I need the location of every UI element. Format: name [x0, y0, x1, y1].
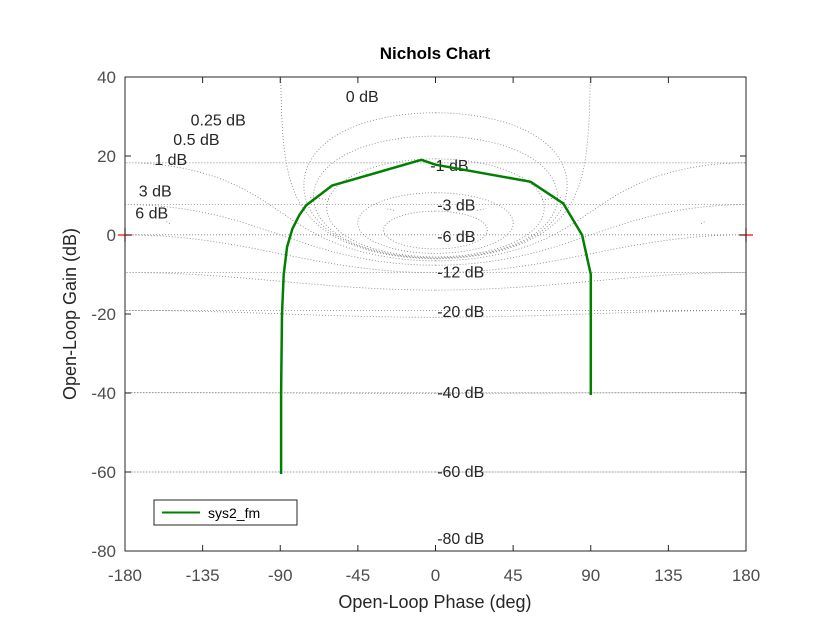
grid-label: 6 dB: [135, 205, 168, 222]
chart-title: Nichols Chart: [380, 44, 491, 63]
legend[interactable]: sys2_fm: [153, 499, 298, 526]
x-tick-label: 90: [581, 566, 600, 585]
grid-label: 0.25 dB: [191, 112, 246, 129]
grid-label: -6 dB: [437, 229, 475, 246]
x-tick-label: 0: [431, 566, 440, 585]
m-circle: [357, 192, 514, 254]
y-tick-label: -60: [91, 463, 116, 482]
n-circle: [476, 196, 563, 211]
x-tick-label: 45: [504, 566, 523, 585]
grid-label: -12 dB: [437, 265, 484, 282]
x-tick-label: -180: [108, 566, 142, 585]
x-tick-label: 180: [732, 566, 760, 585]
y-tick-label: 0: [107, 226, 116, 245]
x-axis-label: Open-Loop Phase (deg): [338, 592, 531, 612]
grid-label: 1 dB: [154, 152, 187, 169]
grid-label: 3 dB: [139, 184, 172, 201]
legend-entry: sys2_fm: [208, 505, 260, 521]
n-circle: [308, 196, 395, 211]
data-series: [279, 158, 593, 474]
series-line: [279, 158, 593, 474]
x-tick-label: 135: [654, 566, 682, 585]
grid-label: -60 dB: [437, 464, 484, 481]
grid-labels: 0 dB0.25 dB0.5 dB1 dB3 dB6 dB-1 dB-3 dB-…: [135, 89, 484, 548]
y-tick-label: -80: [91, 542, 116, 561]
grid-label: -3 dB: [437, 197, 475, 214]
n-circle: [164, 220, 171, 224]
m-circle: [125, 204, 746, 266]
grid-label: 0 dB: [346, 89, 379, 106]
n-circle: [700, 220, 707, 224]
grid-label: -40 dB: [437, 385, 484, 402]
y-tick-label: 20: [97, 147, 116, 166]
grid-label: -20 dB: [437, 304, 484, 321]
grid-label: -80 dB: [437, 531, 484, 548]
y-axis-label: Open-Loop Gain (dB): [60, 228, 80, 400]
x-tick-label: -45: [346, 566, 371, 585]
y-tick-label: -40: [91, 384, 116, 403]
m-circle: [326, 158, 545, 258]
axis-ticks: -180 -135 -90 -45 0 45 90 135 180 40 20 0 -20 -40 -60 -…: [91, 68, 760, 585]
y-tick-label: 40: [97, 68, 116, 87]
m-circle: [303, 112, 568, 259]
grid-label: 0.5 dB: [173, 132, 219, 149]
y-tick-label: -20: [91, 305, 116, 324]
x-tick-label: -90: [268, 566, 293, 585]
m-circle: [383, 210, 488, 250]
x-tick-label: -135: [186, 566, 220, 585]
m-circle: [313, 135, 558, 259]
